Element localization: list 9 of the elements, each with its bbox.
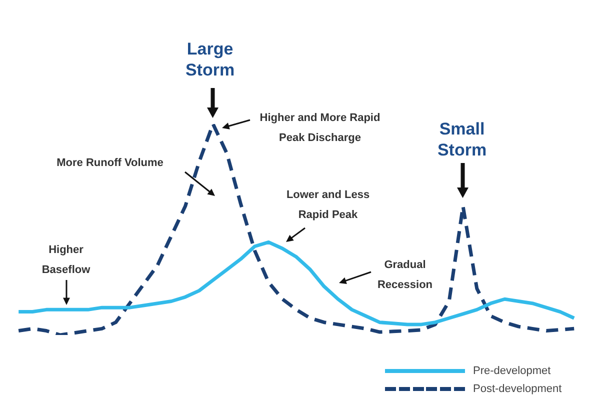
- text: Large Storm: [185, 40, 235, 80]
- annotation: Higher Baseflow: [42, 244, 91, 276]
- annotation: Small Storm: [437, 120, 487, 160]
- annotation: Gradual Recession: [377, 259, 433, 292]
- annotation: Lower and Less Rapid Peak: [286, 189, 370, 222]
- legend-label: Post-development: [473, 383, 562, 395]
- legend-label: Pre-developmet: [473, 365, 551, 377]
- annotation: More Runoff Volume: [56, 157, 164, 170]
- annotation: Higher and More Rapid Peak Discharge: [260, 112, 380, 144]
